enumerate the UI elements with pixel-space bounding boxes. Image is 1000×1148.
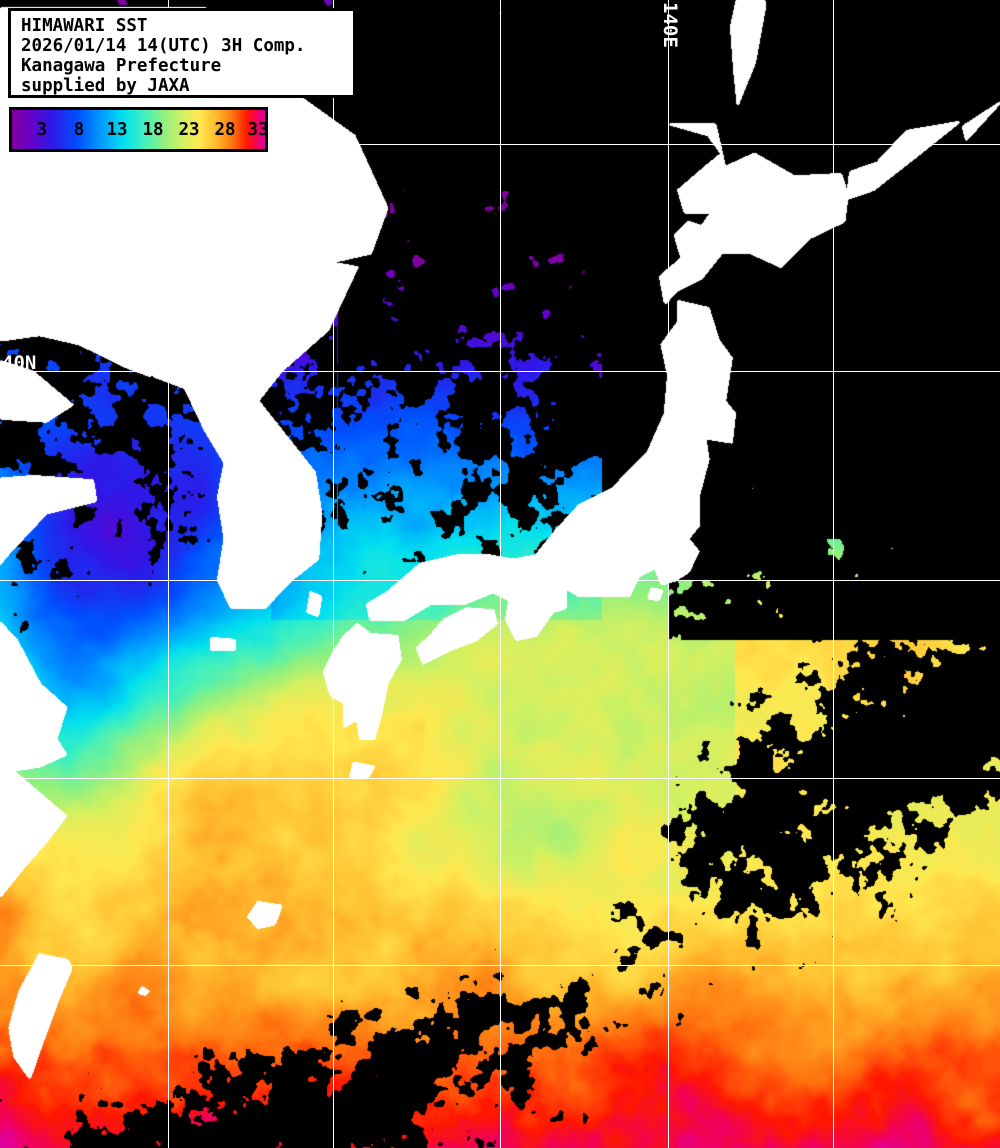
colorbar-tick-18: 18 [142, 120, 164, 140]
colorbar-tick-13: 13 [106, 120, 128, 140]
colorbar-tick-8: 8 [73, 120, 85, 140]
colorbar-tick-labels: 3 8 13 18 23 28 33 [12, 110, 269, 149]
colorbar-tick-23: 23 [178, 120, 200, 140]
colorbar-tick-28: 28 [214, 120, 236, 140]
colorbar-tick-33: 33 [247, 120, 269, 140]
sst-colorbar: 3 8 13 18 23 28 33 [9, 107, 269, 152]
title-legend-box: HIMAWARI SST 2026/01/14 14(UTC) 3H Comp.… [8, 8, 356, 98]
title-datetime-line: 2026/01/14 14(UTC) 3H Comp. [21, 36, 306, 56]
title-region-line: Kanagawa Prefecture [21, 56, 222, 76]
colorbar-gradient-strip [12, 110, 265, 149]
colorbar-tick-3: 3 [36, 120, 48, 140]
title-source-line: supplied by JAXA [21, 76, 190, 96]
title-product-line: HIMAWARI SST [21, 16, 148, 36]
